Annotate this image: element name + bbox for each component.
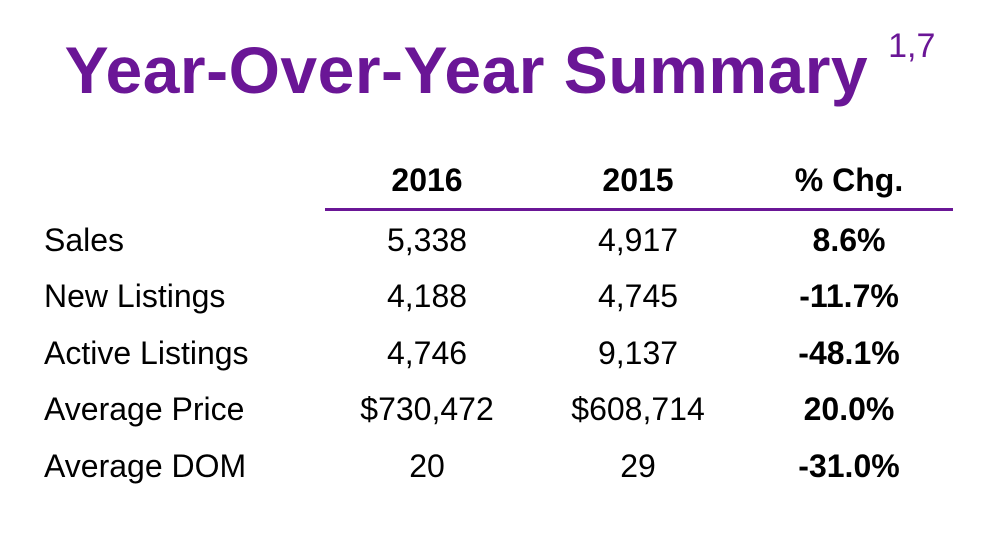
active-listings-2016-value: 4,746 xyxy=(386,335,468,371)
average-price-2016-value: $730,472 xyxy=(360,391,494,427)
page-title: Year-Over-Year Summary 1,7 xyxy=(0,28,1000,112)
sales-pct-change: 8.6% xyxy=(812,222,886,258)
row-label-average-dom: Average DOM xyxy=(44,448,247,484)
new-listings-2015-value: 4,745 xyxy=(597,278,679,314)
average-price-2015-value: $608,714 xyxy=(571,391,705,427)
average-dom-2015-value: 29 xyxy=(620,448,656,484)
row-label-average-price: Average Price xyxy=(44,391,245,427)
column-header-2016: 2016 xyxy=(391,162,463,198)
active-listings-pct-change: -48.1% xyxy=(798,335,900,371)
sales-2016-value: 5,338 xyxy=(386,222,468,258)
active-listings-2015-value: 9,137 xyxy=(597,335,679,371)
new-listings-2016-value: 4,188 xyxy=(386,278,468,314)
average-dom-pct-change: -31.0% xyxy=(798,448,900,484)
sales-2015-value: 4,917 xyxy=(597,222,679,258)
new-listings-pct-change: -11.7% xyxy=(799,278,899,314)
average-dom-2016-value: 20 xyxy=(409,448,445,484)
column-header-pct-change: % Chg. xyxy=(794,162,904,198)
row-label-sales: Sales xyxy=(44,222,125,258)
title-text: Year-Over-Year Summary xyxy=(64,33,869,107)
row-label-new-listings: New Listings xyxy=(44,278,226,314)
average-price-pct-change: 20.0% xyxy=(803,391,895,427)
header-divider xyxy=(325,208,953,211)
title-footnote-superscript: 1,7 xyxy=(888,27,936,65)
column-header-2015: 2015 xyxy=(602,162,674,198)
row-label-active-listings: Active Listings xyxy=(44,335,249,371)
